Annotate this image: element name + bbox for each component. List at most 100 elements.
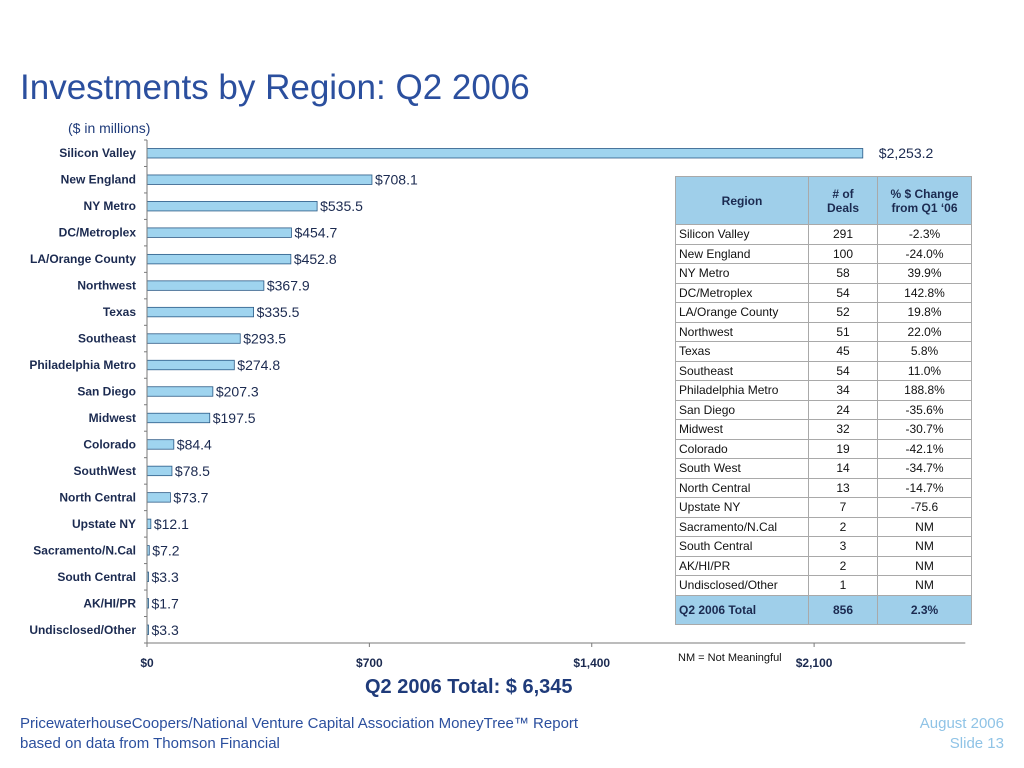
value-label: $452.8	[294, 251, 337, 267]
header-deals-line1: # of	[832, 186, 854, 201]
x-tick-label: $700	[356, 656, 383, 670]
cell-deals: 54	[808, 282, 878, 303]
source-line-1: PricewaterhouseCoopers/National Venture …	[20, 715, 579, 732]
cell-change: -75.6	[877, 497, 972, 518]
value-label: $78.5	[175, 463, 210, 479]
category-label: Texas	[103, 305, 136, 319]
cell-region: South Central	[675, 536, 809, 557]
value-label: $293.5	[243, 331, 286, 347]
cell-region: Undisclosed/Other	[675, 575, 809, 596]
cell-change: -2.3%	[877, 224, 972, 245]
grand-total-label: Q2 2006 Total: $ 6,345	[365, 676, 573, 698]
table-row: Philadelphia Metro 34 188.8%	[675, 380, 972, 401]
bar-ny-metro	[146, 201, 318, 212]
bar-southwest	[146, 465, 173, 477]
x-tick-label: $2,100	[796, 656, 833, 670]
source-footer: PricewaterhouseCoopers/National Venture …	[20, 714, 578, 754]
cell-change: NM	[877, 516, 972, 537]
slide-date: August 2006	[919, 715, 1004, 732]
value-label: $207.3	[216, 384, 259, 400]
total-cell-deals: 856	[808, 594, 878, 625]
value-label: $1.7	[152, 595, 179, 611]
cell-change: 19.8%	[877, 302, 972, 323]
table-row: Midwest 32 -30.7%	[675, 419, 972, 440]
table-row: San Diego 24 -35.6%	[675, 399, 972, 420]
cell-region: Southeast	[675, 360, 809, 381]
bar-midwest	[146, 412, 211, 424]
cell-change: 188.8%	[877, 380, 972, 401]
cell-change: 11.0%	[877, 360, 972, 381]
table-row: Upstate NY 7 -75.6	[675, 497, 972, 518]
category-label: LA/Orange County	[30, 252, 136, 266]
table-row: DC/Metroplex 54 142.8%	[675, 282, 972, 303]
cell-deals: 34	[808, 380, 878, 401]
bar-upstate-ny	[146, 518, 152, 530]
cell-region: AK/HI/PR	[675, 555, 809, 576]
nm-footnote: NM = Not Meaningful	[678, 652, 782, 664]
cell-region: Colorado	[675, 438, 809, 459]
table-body: Silicon Valley 291 -2.3% New England 100 -24.…	[675, 224, 972, 625]
cell-region: South West	[675, 458, 809, 479]
cell-change: -14.7%	[877, 477, 972, 498]
cell-deals: 24	[808, 399, 878, 420]
cell-change: -30.7%	[877, 419, 972, 440]
slide-meta: August 2006 Slide 13	[920, 714, 1004, 754]
cell-region: Midwest	[675, 419, 809, 440]
cell-change: NM	[877, 536, 972, 557]
category-label: Philadelphia Metro	[29, 358, 136, 372]
category-label: New England	[61, 173, 136, 187]
table-row: South West 14 -34.7%	[675, 458, 972, 479]
cell-deals: 14	[808, 458, 878, 479]
table-row: North Central 13 -14.7%	[675, 477, 972, 498]
cell-region: LA/Orange County	[675, 302, 809, 323]
value-label: $3.3	[152, 622, 179, 638]
value-label: $335.5	[257, 304, 300, 320]
category-label: San Diego	[77, 385, 136, 399]
table-row: Sacramento/N.Cal 2 NM	[675, 516, 972, 537]
header-change-line1: % $ Change	[890, 186, 959, 201]
table-row: Colorado 19 -42.1%	[675, 438, 972, 459]
source-line-2: based on data from Thomson Financial	[20, 735, 280, 752]
value-label: $535.5	[320, 198, 363, 214]
value-label: $7.2	[152, 542, 179, 558]
value-label: $12.1	[154, 516, 189, 532]
table-row: Silicon Valley 291 -2.3%	[675, 224, 972, 245]
value-label: $708.1	[375, 172, 418, 188]
cell-change: 142.8%	[877, 282, 972, 303]
category-label: NY Metro	[84, 199, 136, 213]
value-label: $73.7	[173, 489, 208, 505]
value-label: $367.9	[267, 278, 310, 294]
total-cell-region: Q2 2006 Total	[675, 594, 809, 625]
cell-region: Texas	[675, 341, 809, 362]
bar-northwest	[146, 280, 265, 291]
bar-san-diego	[146, 386, 214, 397]
value-label: $274.8	[237, 357, 280, 373]
bar-colorado	[146, 439, 175, 450]
value-label: $84.4	[177, 436, 212, 452]
table-row: NY Metro 58 39.9%	[675, 263, 972, 284]
header-region: Region	[675, 176, 809, 225]
cell-region: Northwest	[675, 321, 809, 342]
bar-north-central	[146, 492, 171, 503]
table-total-row: Q2 2006 Total 856 2.3%	[675, 594, 972, 625]
cell-deals: 2	[808, 555, 878, 576]
cell-deals: 3	[808, 536, 878, 557]
cell-deals: 52	[808, 302, 878, 323]
units-subtitle: ($ in millions)	[68, 120, 151, 136]
category-label: North Central	[59, 490, 136, 504]
category-label: SouthWest	[74, 464, 136, 478]
cell-region: North Central	[675, 477, 809, 498]
category-label: Northwest	[77, 279, 136, 293]
cell-region: Sacramento/N.Cal	[675, 516, 809, 537]
value-label: $197.5	[213, 410, 256, 426]
category-label: Southeast	[78, 332, 136, 346]
cell-region: Upstate NY	[675, 497, 809, 518]
table-row: LA/Orange County 52 19.8%	[675, 302, 972, 323]
bar-texas	[146, 306, 254, 318]
total-cell-change: 2.3%	[877, 594, 972, 625]
cell-deals: 45	[808, 341, 878, 362]
category-label: AK/HI/PR	[83, 596, 136, 610]
cell-deals: 291	[808, 224, 878, 245]
cell-change: -34.7%	[877, 458, 972, 479]
category-label: Undisclosed/Other	[29, 623, 136, 637]
